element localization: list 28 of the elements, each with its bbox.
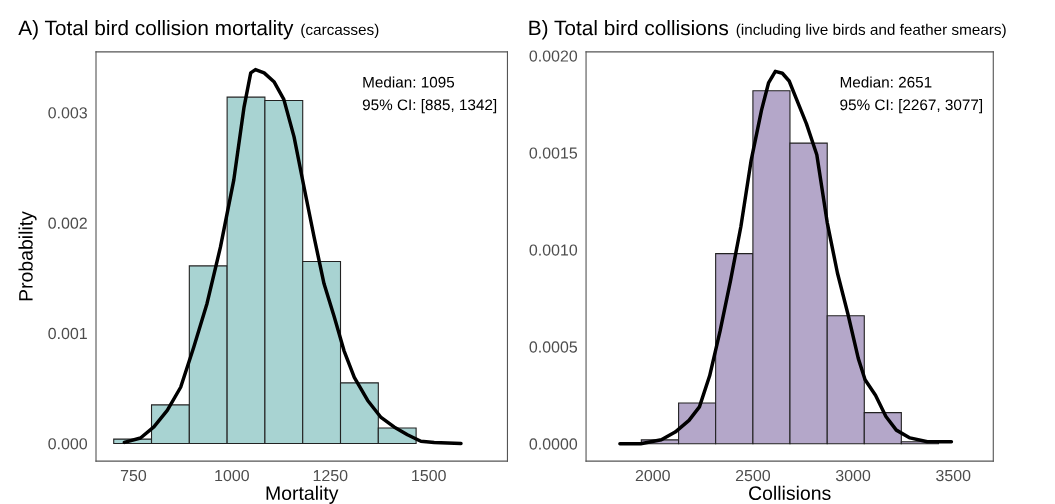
chart-subtitle: (including live birds and feather smears) (736, 23, 1006, 39)
x-tick-label: 2000 (635, 469, 670, 482)
x-tick-label: 3000 (835, 469, 871, 482)
y-tick-label: 0.0020 (529, 50, 578, 62)
x-tick-label: 750 (120, 469, 147, 482)
x-tick-label: 2500 (735, 469, 771, 482)
chart-subtitle: (carcasses) (301, 23, 379, 39)
x-axis-title: Mortality (266, 485, 339, 504)
y-axis-title: Probability (18, 211, 37, 301)
y-tick-label: 0.000 (48, 438, 88, 450)
annotation: 95% CI: [2267, 3077] (840, 98, 983, 114)
x-tick-label: 1000 (215, 469, 249, 482)
y-tick-label: 0.001 (48, 327, 87, 340)
y-tick-label: 0.0015 (529, 147, 578, 159)
y-tick-label: 0.003 (48, 107, 87, 119)
annotation: 95% CI: [885, 1342] (362, 98, 497, 114)
y-tick-label: 0.0010 (529, 244, 578, 256)
y-tick-label: 0.002 (48, 217, 87, 229)
annotation: Median: 2651 (840, 76, 932, 88)
x-tick-label: 3500 (936, 469, 971, 482)
x-axis-title: Collisions (749, 485, 831, 501)
x-tick-label: 1250 (313, 469, 348, 482)
y-tick-label: 0.0005 (529, 341, 578, 353)
annotation: Median: 1095 (363, 76, 455, 88)
x-tick-label: 1500 (412, 469, 446, 482)
chart-title: A) Total bird collision mortality (18, 19, 294, 40)
chart-title: B) Total bird collisions (529, 19, 729, 40)
y-tick-label: 0.0000 (529, 438, 578, 450)
